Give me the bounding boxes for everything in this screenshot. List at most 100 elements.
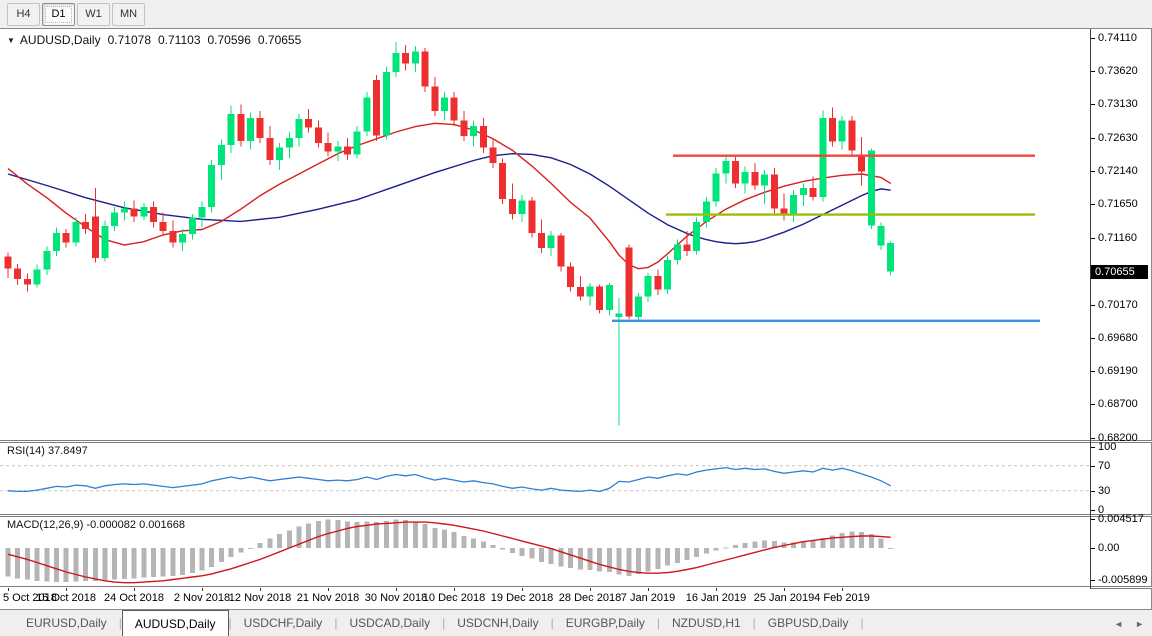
candle-body — [382, 71, 390, 136]
price-axis-label: 0.72630 — [1098, 132, 1138, 144]
date-axis-label: 10 Dec 2018 — [422, 592, 486, 604]
price-axis-tick — [1091, 138, 1095, 139]
rsi-line — [7, 466, 891, 493]
timeframe-button-d1[interactable]: D1 — [42, 2, 75, 26]
tab-audusd-daily[interactable]: AUDUSD,Daily — [121, 610, 229, 636]
macd-histogram-bar — [15, 548, 21, 579]
macd-histogram-bar — [800, 541, 806, 548]
candle-body — [334, 146, 342, 152]
macd-histogram-bar — [364, 521, 370, 548]
macd-histogram-bar — [286, 530, 292, 548]
ohlc-low: 0.70596 — [207, 33, 251, 47]
date-axis-tick — [134, 588, 135, 591]
candle-body — [256, 117, 264, 139]
candle-body — [169, 230, 177, 243]
candle-body — [479, 126, 487, 148]
macd-histogram-bar — [471, 538, 477, 548]
pane-separator[interactable] — [0, 514, 1152, 517]
candle-body — [887, 243, 895, 272]
candle-body — [198, 207, 206, 218]
price-scale-border — [1090, 29, 1091, 589]
macd-axis-tick — [1091, 519, 1095, 520]
macd-histogram-bar — [151, 548, 156, 577]
candle-body — [33, 269, 41, 285]
candle-body — [673, 244, 681, 260]
macd-histogram-bar — [412, 521, 418, 548]
date-axis-label: 2 Nov 2018 — [173, 592, 231, 604]
timeframe-toolbar: H4 D1 W1 MN — [0, 0, 1152, 28]
tab-scroll-left-icon[interactable]: ◄ — [1114, 618, 1124, 629]
date-axis-tick — [328, 588, 329, 591]
candle-body — [130, 208, 138, 217]
macd-histogram-bar — [248, 548, 253, 549]
macd-histogram-bar — [723, 547, 729, 549]
candle-body — [741, 172, 749, 184]
macd-histogram-bar — [548, 548, 554, 564]
timeframe-button-w1[interactable]: W1 — [77, 2, 110, 26]
macd-histogram-bar — [374, 522, 380, 548]
candle-body — [635, 296, 642, 317]
candle-body — [402, 52, 410, 64]
macd-histogram-bar — [383, 520, 389, 548]
macd-histogram-bar — [645, 548, 651, 572]
candle-body — [693, 222, 701, 252]
candle-body — [712, 173, 720, 202]
tab-usdcad-daily[interactable]: USDCAD,Daily — [349, 616, 431, 630]
date-axis-tick — [260, 588, 261, 591]
date-axis-tick — [522, 588, 523, 591]
candle-body — [324, 142, 332, 152]
macd-axis-tick — [1091, 548, 1095, 549]
macd-histogram-bar — [655, 548, 661, 569]
macd-histogram-bar — [63, 548, 69, 583]
timeframe-button-h4[interactable]: H4 — [7, 2, 40, 26]
candle-body — [43, 251, 51, 270]
rsi-label: RSI(14) 37.8497 — [7, 445, 88, 457]
macd-histogram-bar — [568, 548, 574, 569]
symbol-dropdown-icon[interactable]: ▼ — [7, 36, 15, 45]
macd-histogram-bar — [606, 548, 612, 572]
tab-eurusd-daily[interactable]: EURUSD,Daily — [26, 616, 107, 630]
macd-signal-line — [7, 521, 891, 584]
rsi-axis-label: 30 — [1098, 485, 1111, 497]
candle-body — [576, 287, 584, 297]
tab-usdchf-daily[interactable]: USDCHF,Daily — [243, 616, 323, 630]
candle-body — [217, 144, 225, 166]
price-axis-label: 0.69680 — [1098, 332, 1138, 344]
candle-body — [140, 207, 148, 217]
macd-histogram-bar — [461, 536, 467, 548]
candle-body — [567, 266, 575, 287]
tab-scroll-right-icon[interactable]: ► — [1135, 618, 1144, 629]
rsi-pane-canvas[interactable] — [0, 443, 1090, 514]
macd-histogram-bar — [490, 544, 496, 548]
macd-histogram-bar — [160, 548, 166, 577]
candle-body — [508, 199, 516, 214]
macd-histogram-bar — [519, 548, 525, 557]
date-axis-tick — [784, 588, 785, 591]
macd-histogram-bar — [480, 541, 486, 548]
tab-nzdusd-h1[interactable]: NZDUSD,H1 — [671, 616, 741, 630]
macd-histogram-bar — [34, 548, 40, 581]
main-chart-canvas[interactable] — [0, 29, 1090, 440]
chart-title: ▼ AUDUSD,Daily 0.71078 0.71103 0.70596 0.7065… — [7, 33, 301, 47]
tab-usdcnh-daily[interactable]: USDCNH,Daily — [457, 616, 539, 630]
candle-body — [101, 226, 109, 258]
macd-histogram-bar — [694, 548, 700, 557]
macd-histogram-bar — [209, 548, 215, 567]
date-axis[interactable]: 5 Oct 2018 15 Oct 2018 24 Oct 2018 2 Nov 20… — [0, 588, 1090, 609]
timeframe-button-mn[interactable]: MN — [112, 2, 145, 26]
tab-gbpusd-daily[interactable]: GBPUSD,Daily — [767, 616, 849, 630]
candle-body — [4, 256, 12, 269]
macd-pane-canvas[interactable] — [0, 517, 1090, 586]
candle-body — [528, 200, 536, 233]
macd-histogram-bar — [674, 548, 680, 564]
rsi-axis-tick — [1091, 466, 1095, 467]
tab-separator: | — [442, 616, 446, 630]
pane-separator[interactable] — [0, 440, 1152, 443]
candle-body — [91, 216, 99, 258]
candle-body — [499, 163, 507, 200]
macd-histogram-bar — [830, 535, 835, 548]
tab-eurgbp-daily[interactable]: EURGBP,Daily — [565, 616, 645, 630]
candle-body — [53, 232, 60, 252]
candle-body — [877, 226, 885, 246]
